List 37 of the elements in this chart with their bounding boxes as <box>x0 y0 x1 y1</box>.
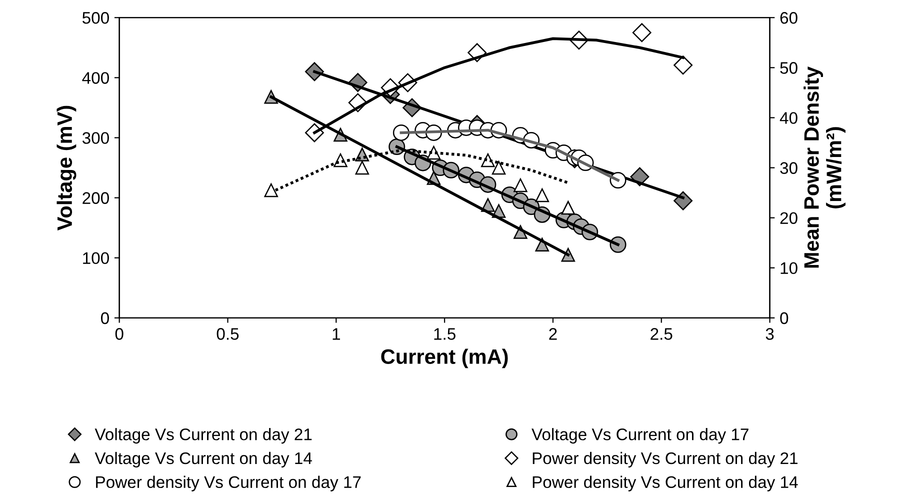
y2-tick-label: 40 <box>780 112 798 124</box>
x-tick-label: 3 <box>766 328 774 340</box>
legend-label: Voltage Vs Current on day 14 <box>94 452 312 468</box>
point <box>264 183 278 198</box>
y2-tick-label: 0 <box>780 312 788 324</box>
x-axis-title: Current (mA) <box>381 348 508 368</box>
y2-tick-label: 20 <box>780 212 798 224</box>
legend-label: Voltage Vs Current on day 17 <box>532 428 748 444</box>
x-tick-label: 2 <box>549 328 557 340</box>
point <box>514 178 528 192</box>
point <box>492 160 506 175</box>
y-tick-label: 100 <box>83 252 109 264</box>
y-tick-label: 300 <box>82 132 109 144</box>
y-tick-label: 500 <box>82 12 109 24</box>
y2-tick-label: 10 <box>780 262 798 274</box>
x-tick-label: 1.5 <box>434 328 456 340</box>
point <box>632 23 652 42</box>
y-axis-title: Voltage (mV) <box>56 106 76 230</box>
point <box>535 188 550 202</box>
y-tick-label: 0 <box>101 312 109 324</box>
y-tick-label: 400 <box>82 72 109 84</box>
x-tick-label: 0 <box>115 328 124 340</box>
y-tick-label: 200 <box>82 192 109 204</box>
y2-axis-title: Mean Power Density (mW/m²) <box>804 66 846 268</box>
y2-tick-label: 50 <box>780 62 798 74</box>
point <box>561 200 576 215</box>
y2-tick-label: 60 <box>780 12 798 24</box>
y2-tick-label: 30 <box>780 162 798 174</box>
x-tick-label: 1 <box>332 328 340 340</box>
legend-label: Power density Vs Current on day 21 <box>532 452 798 468</box>
x-tick-label: 2.5 <box>650 328 672 340</box>
point <box>355 160 370 175</box>
x-tick-label: 0.5 <box>216 328 239 340</box>
legend-label: Power density Vs Current on day 17 <box>96 476 361 492</box>
point <box>674 56 693 75</box>
legend-label: Power density Vs Current on day 14 <box>532 476 798 492</box>
legend-label: Voltage Vs Current on day 21 <box>94 428 312 444</box>
